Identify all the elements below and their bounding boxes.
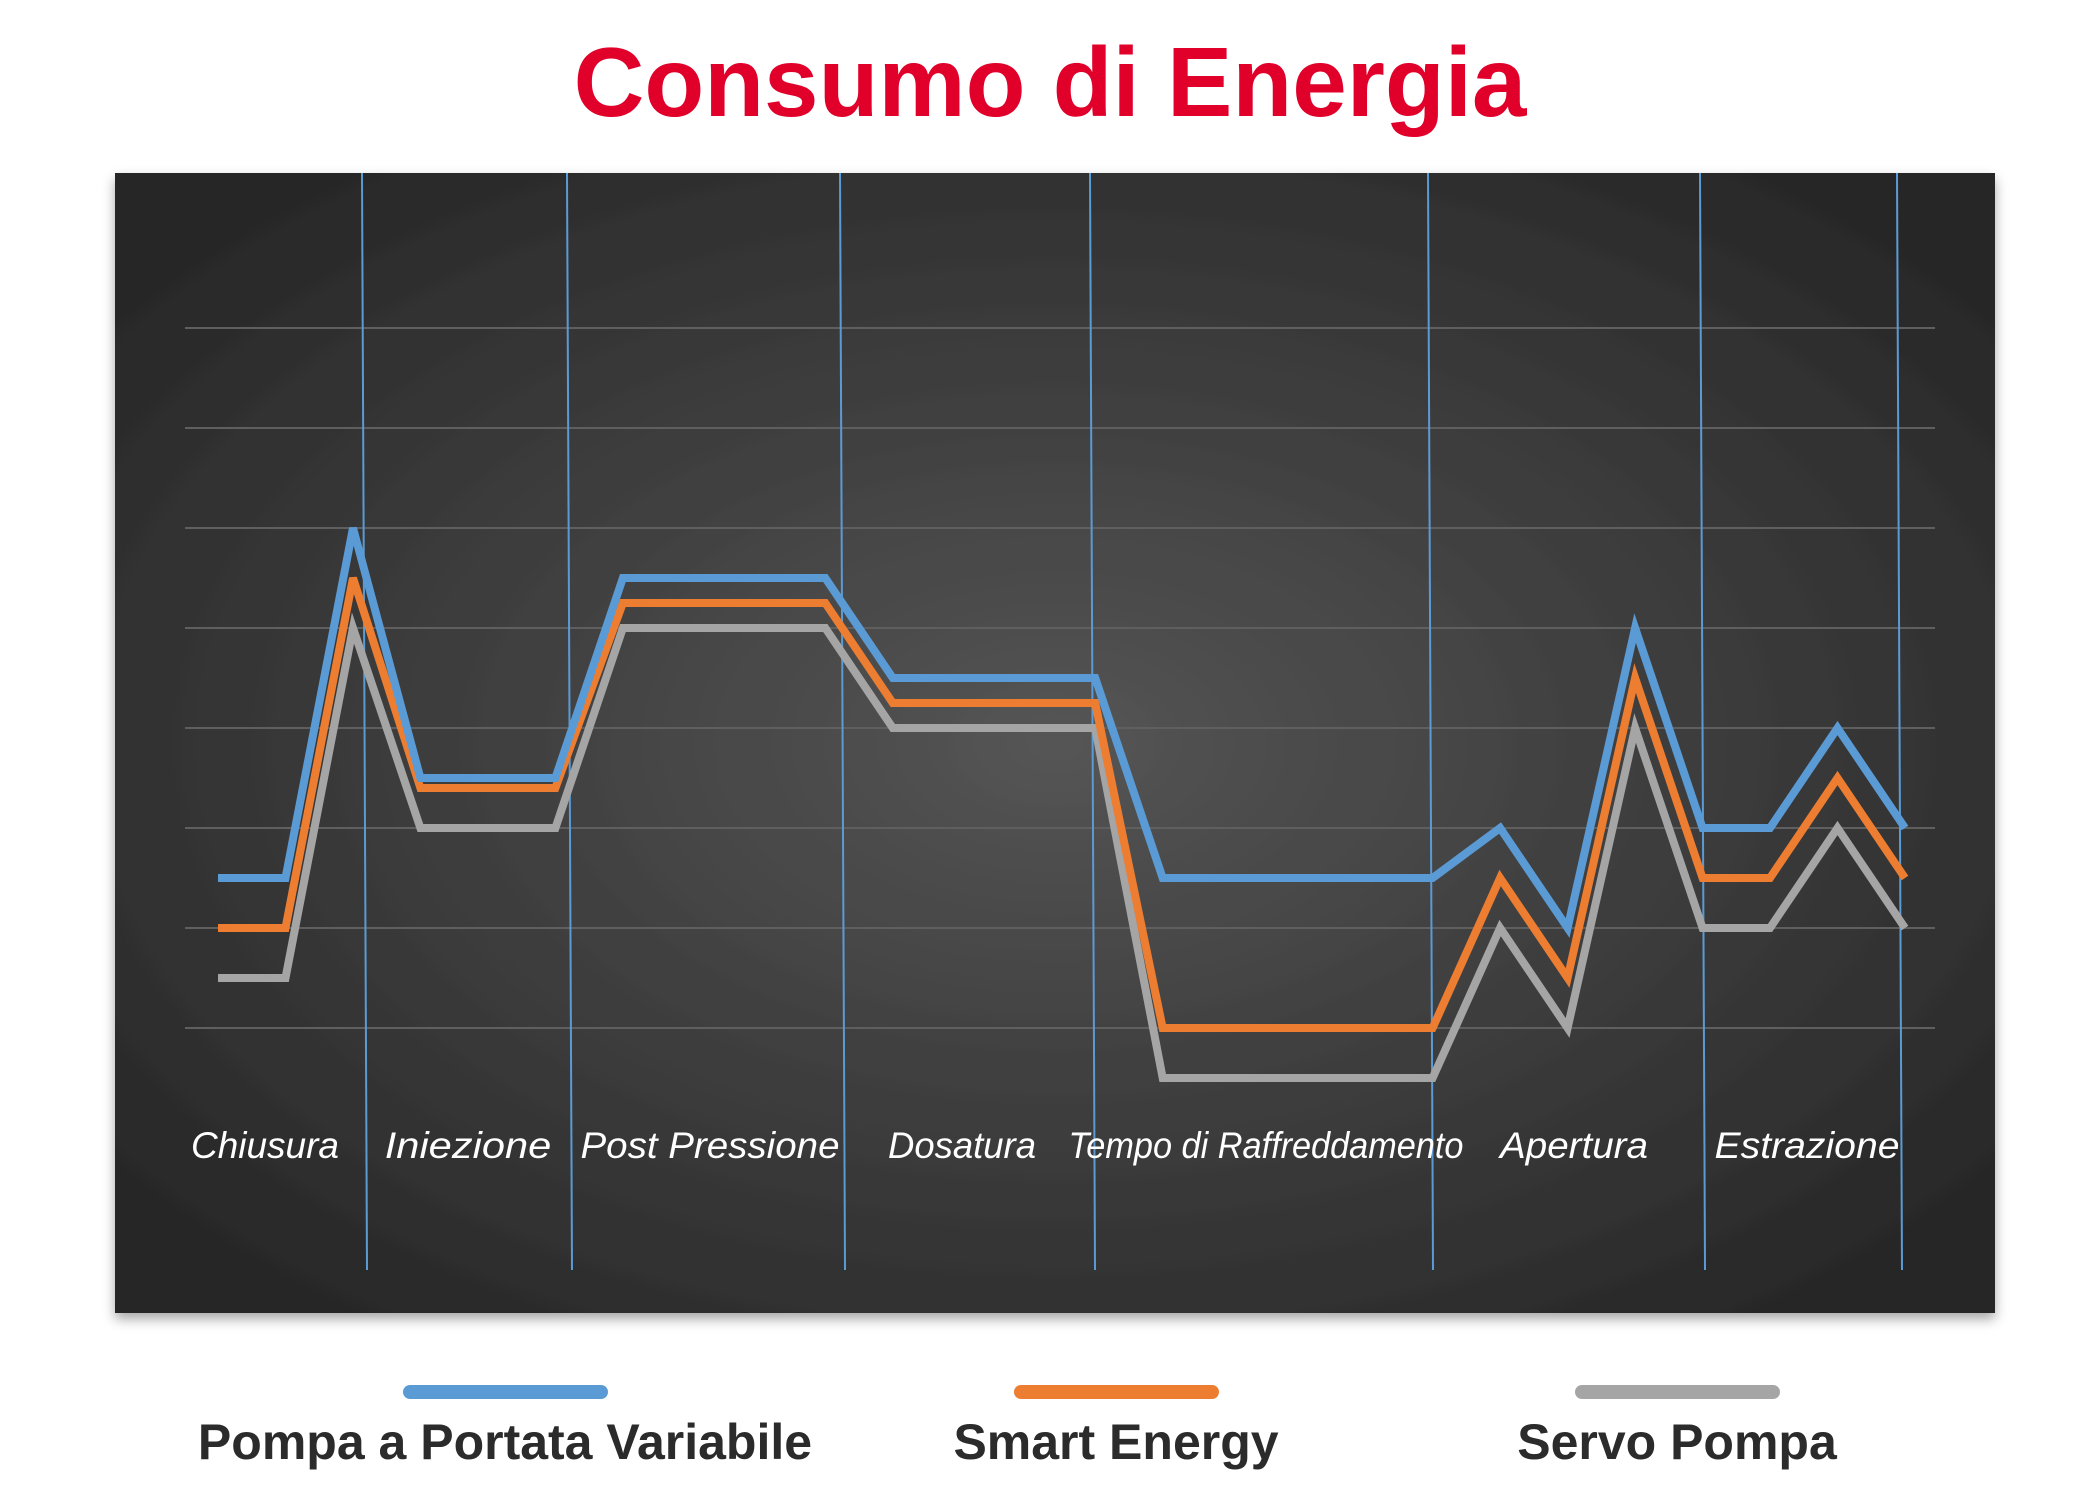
phase-label: Apertura (1498, 1125, 1648, 1166)
legend-label: Servo Pompa (1517, 1414, 1837, 1470)
series-lines (218, 526, 1909, 1082)
series-line-pompa-a-portata-variabile (218, 526, 1909, 938)
chart-title: Consumo di Energia (573, 27, 1527, 137)
phase-divider (566, 172, 573, 1271)
series-line-servo-pompa (218, 612, 1909, 1082)
phase-label: Chiusura (191, 1125, 339, 1166)
phase-divider (839, 172, 846, 1271)
phase-label: Iniezione (385, 1125, 552, 1166)
phase-label: Dosatura (888, 1125, 1036, 1166)
phase-divider (361, 172, 368, 1271)
legend-swatch (1014, 1385, 1219, 1399)
gridlines (185, 327, 1935, 1029)
legend-swatch (1575, 1385, 1780, 1399)
legend-label: Pompa a Portata Variabile (197, 1414, 813, 1470)
phase-label: Post Pressione (581, 1125, 840, 1166)
phase-divider (1089, 172, 1096, 1271)
legend-label: Smart Energy (953, 1414, 1279, 1470)
series-line-smart-energy (218, 576, 1909, 1032)
phase-divider (1427, 172, 1434, 1271)
phase-label: Estrazione (1715, 1125, 1900, 1166)
legend-swatch (403, 1385, 608, 1399)
chart-background (115, 173, 1995, 1313)
phase-divider (1896, 172, 1903, 1271)
phase-divider (1699, 172, 1706, 1271)
phase-label: Tempo di Raffreddamento (1069, 1125, 1464, 1166)
phase-labels: Chiusura Iniezione Post Pressione Dosatura T… (191, 1125, 1900, 1166)
phase-dividers (361, 172, 1903, 1271)
